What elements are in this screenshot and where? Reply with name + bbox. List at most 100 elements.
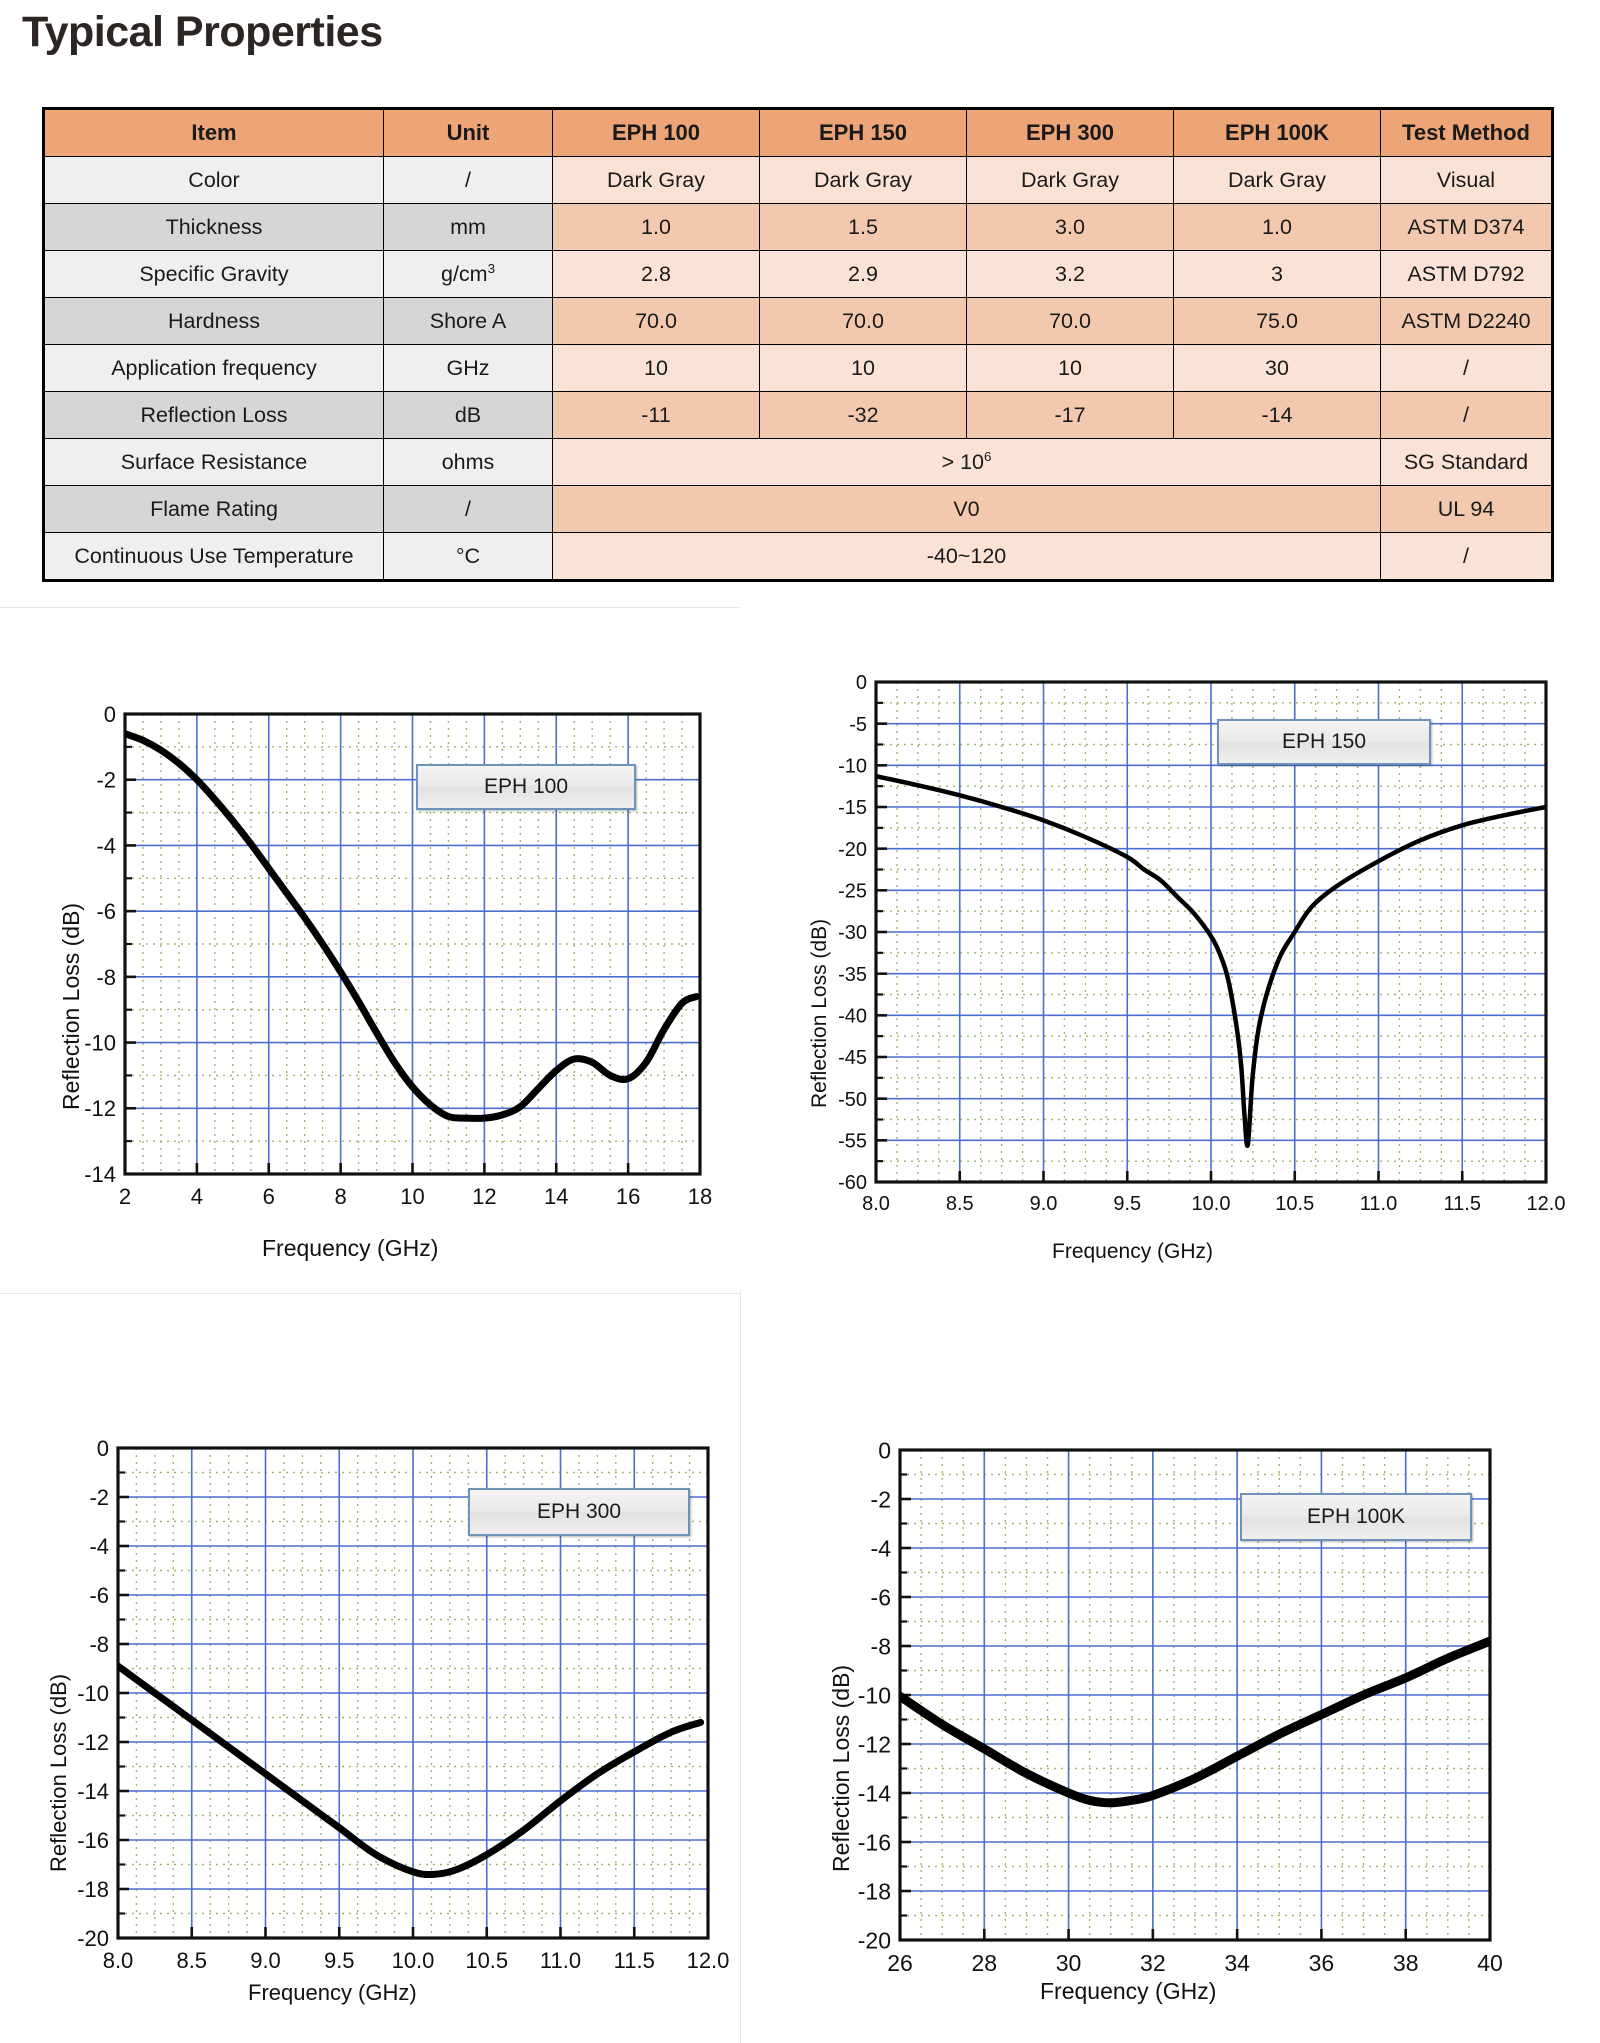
page-title: Typical Properties xyxy=(22,8,383,56)
svg-text:-12: -12 xyxy=(77,1730,109,1755)
row-unit: Shore A xyxy=(383,297,553,345)
cell-test-method: ASTM D374 xyxy=(1380,203,1553,251)
cell-eph300: 70.0 xyxy=(966,297,1174,345)
svg-text:-4: -4 xyxy=(96,833,116,858)
cell-eph100: 2.8 xyxy=(552,250,760,298)
svg-text:16: 16 xyxy=(616,1184,640,1209)
table-header-row: Item Unit EPH 100 EPH 150 EPH 300 EPH 10… xyxy=(43,108,1553,157)
svg-text:-8: -8 xyxy=(89,1632,109,1657)
row-unit: mm xyxy=(383,203,553,251)
svg-text:0: 0 xyxy=(856,672,867,694)
chart-eph100k-yaxis-title: Reflection Loss (dB) xyxy=(828,1664,854,1872)
svg-text:-18: -18 xyxy=(77,1877,109,1902)
cell-eph150: Dark Gray xyxy=(759,156,967,204)
typical-properties-table-wrap: Item Unit EPH 100 EPH 150 EPH 300 EPH 10… xyxy=(42,107,1554,582)
svg-text:28: 28 xyxy=(971,1950,997,1976)
svg-text:-12: -12 xyxy=(858,1731,891,1757)
svg-text:6: 6 xyxy=(263,1184,275,1209)
cell-eph100: -11 xyxy=(552,391,760,439)
legend-label: EPH 100 xyxy=(483,775,569,798)
chart-eph150-xaxis-title: Frequency (GHz) xyxy=(1052,1240,1214,1263)
svg-text:0: 0 xyxy=(878,1437,891,1463)
cell-eph100: 70.0 xyxy=(552,297,760,345)
svg-text:-5: -5 xyxy=(849,714,867,736)
svg-text:-10: -10 xyxy=(858,1682,891,1708)
svg-text:-16: -16 xyxy=(858,1829,891,1855)
scan-artifact-line xyxy=(0,607,740,608)
legend-label: EPH 100K xyxy=(1306,1505,1406,1528)
cell-eph100: 1.0 xyxy=(552,203,760,251)
svg-text:9.5: 9.5 xyxy=(324,1948,355,1973)
row-item: Application frequency xyxy=(43,344,384,392)
cell-merged-value: > 106 xyxy=(552,438,1381,486)
col-header-eph150: EPH 150 xyxy=(759,108,967,157)
svg-text:10.5: 10.5 xyxy=(465,1948,508,1973)
chart-eph150-yaxis-title: Reflection Loss (dB) xyxy=(808,918,831,1108)
scan-artifact-line xyxy=(740,1290,741,2043)
svg-text:-6: -6 xyxy=(89,1583,109,1608)
svg-text:11.0: 11.0 xyxy=(540,1948,581,1973)
cell-eph100: 10 xyxy=(552,344,760,392)
row-unit: GHz xyxy=(383,344,553,392)
svg-text:38: 38 xyxy=(1393,1950,1419,1976)
chart-eph300-xaxis-title: Frequency (GHz) xyxy=(248,1980,417,2005)
chart-eph100-legend: EPH 100 xyxy=(416,764,636,810)
row-unit: / xyxy=(383,485,553,533)
col-header-test-method: Test Method xyxy=(1380,108,1553,157)
svg-text:-2: -2 xyxy=(89,1485,109,1510)
svg-text:36: 36 xyxy=(1309,1950,1335,1976)
table-row: Hardness Shore A 70.0 70.0 70.0 75.0 AST… xyxy=(43,297,1553,345)
cell-eph300: Dark Gray xyxy=(966,156,1174,204)
svg-text:10.0: 10.0 xyxy=(392,1948,435,1973)
typical-properties-table: Item Unit EPH 100 EPH 150 EPH 300 EPH 10… xyxy=(42,107,1554,582)
table-row: Specific Gravity g/cm3 2.8 2.9 3.2 3 AST… xyxy=(43,250,1553,298)
svg-text:-25: -25 xyxy=(838,881,867,903)
cell-test-method: / xyxy=(1380,532,1553,581)
cell-eph100k: -14 xyxy=(1173,391,1381,439)
svg-text:-10: -10 xyxy=(77,1681,109,1706)
svg-text:12: 12 xyxy=(472,1184,496,1209)
chart-eph150: 8.0 8.5 9.0 9.5 10.0 10.5 11.0 11.5 12.0 0 -5 -10 -1… xyxy=(790,660,1580,1300)
cell-test-method: ASTM D792 xyxy=(1380,250,1553,298)
cell-eph100k: 3 xyxy=(1173,250,1381,298)
svg-text:8.0: 8.0 xyxy=(862,1193,890,1215)
chart-eph300-yaxis-title: Reflection Loss (dB) xyxy=(46,1673,71,1872)
unit-exponent: 3 xyxy=(487,260,495,276)
svg-text:9.0: 9.0 xyxy=(1030,1193,1058,1215)
legend-label: EPH 300 xyxy=(536,1500,622,1523)
svg-text:-50: -50 xyxy=(838,1089,867,1111)
cell-test-method: UL 94 xyxy=(1380,485,1553,533)
svg-text:0: 0 xyxy=(104,702,116,727)
chart-eph100k-legend: EPH 100K xyxy=(1240,1493,1472,1541)
svg-text:11.0: 11.0 xyxy=(1360,1193,1397,1215)
svg-text:-14: -14 xyxy=(77,1779,109,1804)
cell-test-method: ASTM D2240 xyxy=(1380,297,1553,345)
svg-text:40: 40 xyxy=(1477,1950,1503,1976)
svg-text:-8: -8 xyxy=(96,965,116,990)
cell-eph100k: Dark Gray xyxy=(1173,156,1381,204)
svg-text:8: 8 xyxy=(335,1184,347,1209)
svg-text:12.0: 12.0 xyxy=(1527,1193,1566,1215)
svg-text:-10: -10 xyxy=(84,1030,116,1055)
svg-text:-12: -12 xyxy=(84,1096,116,1121)
col-header-eph100: EPH 100 xyxy=(552,108,760,157)
table-row: Color / Dark Gray Dark Gray Dark Gray Da… xyxy=(43,156,1553,204)
svg-text:10: 10 xyxy=(400,1184,424,1209)
cell-eph150: -32 xyxy=(759,391,967,439)
row-item: Specific Gravity xyxy=(43,250,384,298)
row-unit: dB xyxy=(383,391,553,439)
svg-text:2: 2 xyxy=(119,1184,131,1209)
col-header-eph100k: EPH 100K xyxy=(1173,108,1381,157)
row-item: Reflection Loss xyxy=(43,391,384,439)
col-header-item: Item xyxy=(43,108,384,157)
row-item: Surface Resistance xyxy=(43,438,384,486)
svg-text:-35: -35 xyxy=(838,964,867,986)
svg-text:-4: -4 xyxy=(89,1534,109,1559)
cell-eph300: 10 xyxy=(966,344,1174,392)
row-unit: ohms xyxy=(383,438,553,486)
svg-text:0: 0 xyxy=(97,1436,109,1461)
svg-text:-40: -40 xyxy=(838,1006,867,1028)
scan-artifact-line xyxy=(0,1293,740,1294)
svg-text:-60: -60 xyxy=(838,1172,867,1194)
